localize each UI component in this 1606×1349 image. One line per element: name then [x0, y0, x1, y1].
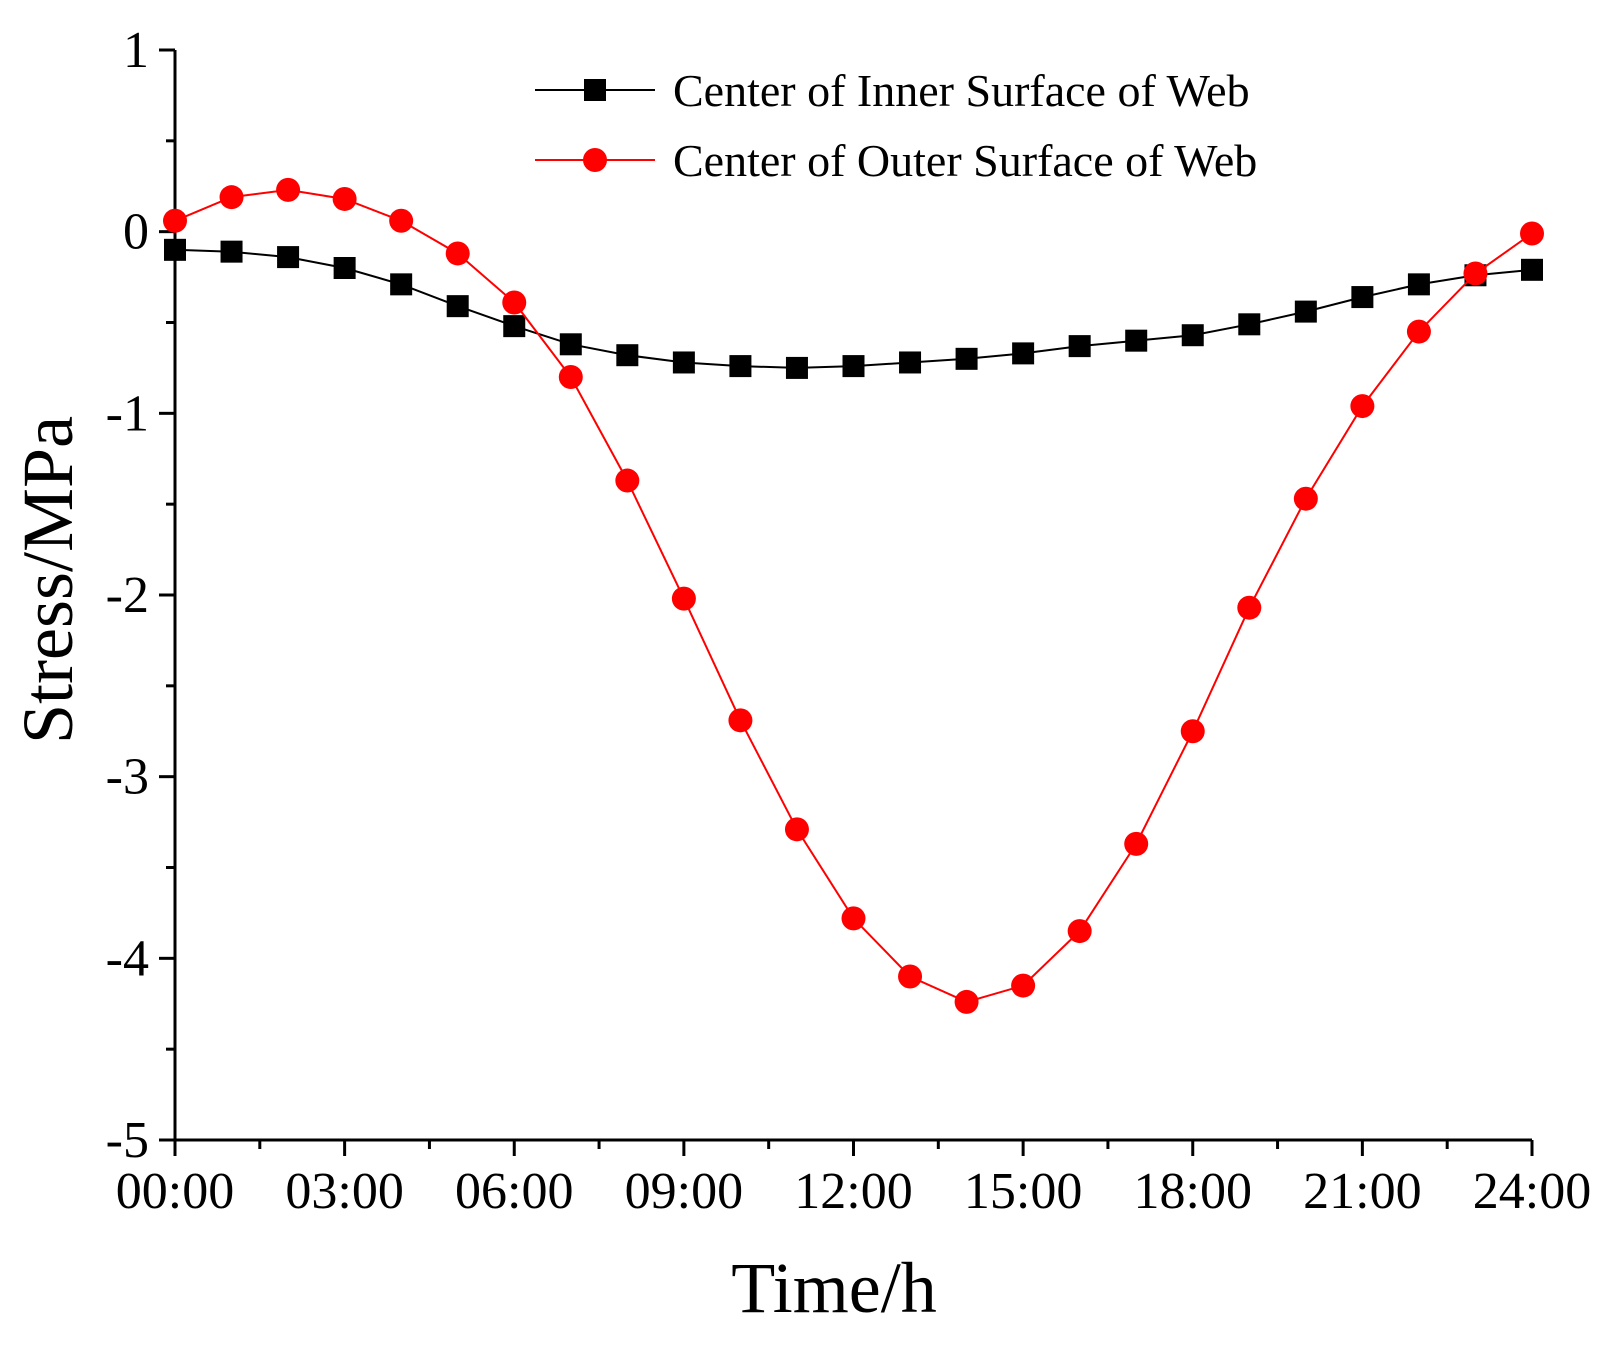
data-point-circle — [954, 989, 979, 1014]
x-tick-label: 18:00 — [1134, 1163, 1252, 1220]
data-point-square — [333, 257, 356, 279]
x-tick-label: 09:00 — [625, 1163, 743, 1220]
data-point-square — [1294, 300, 1317, 323]
x-tick-label: 03:00 — [285, 1163, 403, 1220]
data-point-square — [503, 315, 526, 338]
axes: 00:00 03:00 06:00 09:00 12:00 15:00 18:00 21:00… — [106, 22, 1592, 1220]
data-point-circle — [1011, 973, 1036, 998]
data-point-circle — [558, 365, 583, 389]
data-point-square — [1351, 286, 1374, 309]
legend-marker-square — [584, 79, 606, 101]
data-point-circle — [898, 964, 923, 989]
series-outer-surface — [163, 177, 1544, 1014]
data-point-circle — [219, 185, 244, 210]
series-line-inner-surface — [174, 248, 1533, 369]
data-point-circle — [1463, 261, 1488, 286]
y-tick-label: -5 — [106, 1112, 149, 1169]
data-point-circle — [1067, 919, 1092, 944]
data-point-square — [729, 355, 752, 378]
x-tick-label: 12:00 — [794, 1163, 912, 1220]
data-point-square — [1012, 342, 1035, 365]
data-point-square — [672, 351, 695, 374]
legend-marker-circle — [583, 148, 607, 172]
data-point-circle — [615, 468, 640, 493]
data-point-square — [277, 246, 300, 269]
y-tick-label: 0 — [123, 204, 149, 261]
data-point-circle — [1520, 221, 1544, 246]
series-inner-surface — [164, 238, 1543, 379]
data-point-circle — [332, 186, 357, 211]
data-point-circle — [1350, 394, 1375, 419]
x-tick-label: 06:00 — [455, 1163, 573, 1220]
data-point-circle — [841, 906, 866, 931]
series-layer — [163, 177, 1544, 1014]
data-point-square — [955, 347, 978, 370]
data-point-circle — [1124, 831, 1149, 856]
data-point-circle — [671, 586, 696, 611]
x-tick-label: 15:00 — [964, 1163, 1082, 1220]
data-point-square — [559, 333, 582, 356]
data-point-square — [1238, 313, 1261, 336]
y-axis-title: Stress/MPa — [8, 416, 88, 744]
data-point-circle — [1237, 595, 1262, 620]
data-point-circle — [728, 708, 753, 733]
data-point-circle — [163, 208, 187, 233]
x-tick-label: 24:00 — [1473, 1163, 1591, 1220]
data-point-square — [616, 344, 639, 367]
data-point-square — [1125, 329, 1148, 352]
y-tick-label: -3 — [106, 749, 149, 806]
data-point-circle — [502, 290, 527, 315]
data-point-square — [1407, 273, 1430, 296]
data-point-circle — [784, 817, 809, 842]
data-point-square — [842, 355, 865, 378]
y-tick-label: -2 — [106, 567, 149, 624]
data-point-square — [1181, 324, 1204, 347]
data-point-circle — [445, 241, 470, 266]
x-axis-title: Time/h — [731, 1248, 936, 1328]
y-tick-label: -1 — [106, 385, 149, 442]
data-point-square — [785, 356, 808, 379]
legend: Center of Inner Surface of Web Center of … — [535, 65, 1257, 186]
data-point-square — [446, 295, 469, 318]
data-point-circle — [1406, 319, 1431, 344]
data-point-circle — [1180, 719, 1205, 744]
y-tick-label: -4 — [106, 930, 149, 987]
data-point-circle — [389, 208, 414, 233]
data-point-circle — [1293, 486, 1318, 511]
data-point-square — [1521, 258, 1543, 281]
data-point-square — [1068, 335, 1091, 358]
x-tick-label: 00:00 — [116, 1163, 234, 1220]
legend-label-outer-surface: Center of Outer Surface of Web — [673, 135, 1257, 186]
y-tick-label: 1 — [123, 22, 149, 79]
data-point-square — [899, 351, 922, 374]
data-point-square — [220, 240, 243, 263]
series-line-outer-surface — [174, 188, 1533, 1003]
x-tick-label: 21:00 — [1303, 1163, 1421, 1220]
data-point-square — [164, 238, 186, 261]
data-point-square — [390, 273, 413, 296]
data-point-circle — [276, 177, 301, 202]
legend-label-inner-surface: Center of Inner Surface of Web — [673, 65, 1250, 116]
